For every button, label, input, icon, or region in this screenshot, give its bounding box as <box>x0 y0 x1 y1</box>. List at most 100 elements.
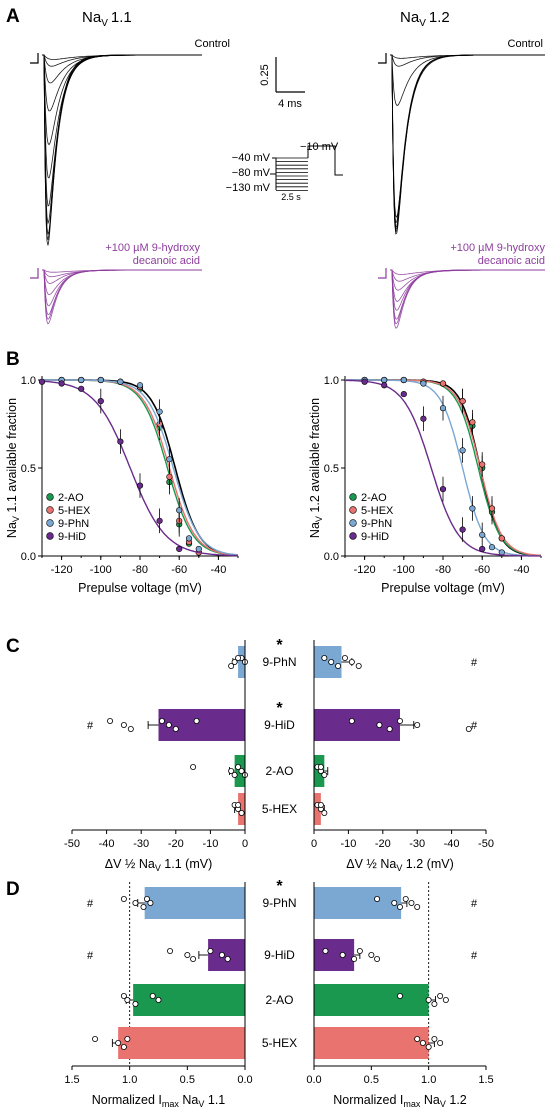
right-data-point <box>402 896 409 903</box>
legend-label: 2-AO <box>58 492 84 504</box>
legend-marker <box>349 532 357 540</box>
right-data-point <box>425 997 432 1004</box>
right-data-point <box>339 952 346 959</box>
x-tick-label: -60 <box>474 564 490 576</box>
right-data-point <box>437 993 444 1000</box>
right-x-tick-label: -20 <box>375 838 391 850</box>
data-point <box>117 378 124 385</box>
right-x-tick-label: -10 <box>340 838 356 850</box>
drug-nav11-trace <box>42 269 202 320</box>
left-data-point <box>193 718 200 725</box>
left-data-point <box>231 772 238 779</box>
x-axis-label: Prepulse voltage (mV) <box>381 581 505 595</box>
data-point <box>439 380 447 387</box>
y-axis-label: NaV 1.2 available fraction <box>308 398 324 538</box>
left-data-point <box>235 655 242 662</box>
data-point <box>97 398 104 405</box>
control-nav11-trace <box>42 54 202 207</box>
drug-nav11-stim-marker <box>30 268 39 279</box>
data-point <box>469 505 476 512</box>
data-point <box>469 419 476 426</box>
left-bar <box>158 709 245 741</box>
right-data-point <box>408 900 415 907</box>
drug-label-right-2: decanoic acid <box>478 255 545 267</box>
right-hash-mark: # <box>471 657 478 669</box>
control-traces-nav12 <box>378 53 545 235</box>
left-data-point <box>127 726 134 733</box>
data-point <box>185 535 193 542</box>
panel-letter-b: B <box>6 349 20 370</box>
left-data-point <box>238 768 245 775</box>
left-data-point <box>207 948 214 955</box>
right-bar <box>314 709 400 741</box>
data-point <box>420 415 427 422</box>
right-bar <box>314 887 402 919</box>
drug-traces-nav12 <box>378 268 545 329</box>
control-nav12-trace <box>390 54 545 224</box>
data-point <box>58 380 65 387</box>
legend-label: 9-PhN <box>361 518 392 530</box>
control-nav11-trace <box>42 54 202 179</box>
left-data-point <box>218 952 225 959</box>
data-point <box>459 526 466 533</box>
right-data-point <box>442 997 449 1004</box>
x-tick-label: -80 <box>435 564 451 576</box>
left-data-point <box>167 948 174 955</box>
left-x-tick-label: 1.5 <box>64 1074 79 1086</box>
category-label: 9-HiD <box>264 718 295 732</box>
control-nav11-trace <box>42 54 202 146</box>
left-hash-mark: # <box>87 720 94 732</box>
right-data-point <box>391 900 398 907</box>
x-tick-label: -60 <box>171 564 187 576</box>
category-label: 9-PhN <box>262 896 296 910</box>
data-point <box>176 545 183 553</box>
left-data-point <box>165 722 172 729</box>
legend-label: 9-PhN <box>58 518 89 530</box>
left-x-tick-label: 0.0 <box>237 1074 252 1086</box>
voltage-protocol <box>270 145 343 191</box>
legend-marker <box>46 493 54 501</box>
right-data-point <box>414 904 421 911</box>
right-data-point <box>317 764 324 771</box>
left-data-point <box>120 896 127 903</box>
right-x-tick-label: -50 <box>478 838 494 850</box>
right-data-point <box>465 726 472 733</box>
data-point <box>488 544 496 551</box>
left-data-point <box>238 810 245 817</box>
inactivation-chart-nav12: -120 -100 -80 -60 -40 0.0 0.5 1.0 Prepulse volta… <box>308 375 542 595</box>
left-data-point <box>120 722 127 729</box>
data-point <box>381 376 388 384</box>
right-data-point <box>348 659 355 666</box>
drug-nav11-trace <box>42 269 202 273</box>
x-tick-label: -40 <box>210 564 226 576</box>
right-x-tick-label: 1.0 <box>421 1074 436 1086</box>
right-data-point <box>425 1044 432 1051</box>
right-data-point <box>322 948 329 955</box>
data-point <box>176 507 183 514</box>
data-point <box>488 505 496 512</box>
legend-marker <box>349 493 357 501</box>
protocol-vtest: −10 mV <box>300 141 339 153</box>
data-point <box>400 376 407 384</box>
right-x-axis-label: ΔV ½ NaV 1.2 (mV) <box>346 857 453 873</box>
right-bar <box>314 646 342 678</box>
data-point <box>361 378 368 385</box>
data-point <box>156 517 163 524</box>
left-data-point <box>184 952 191 959</box>
x-tick-label: -120 <box>51 564 73 576</box>
left-data-point <box>120 1044 127 1051</box>
left-data-point <box>158 718 165 725</box>
data-point <box>78 376 85 384</box>
left-data-point <box>124 1036 131 1043</box>
right-data-point <box>356 948 363 955</box>
data-point <box>479 531 486 538</box>
panel-letter-d: D <box>6 879 20 900</box>
right-x-tick-label: 0.0 <box>306 1074 321 1086</box>
control-nav11-trace <box>42 54 202 60</box>
significance-mark: * <box>276 700 283 717</box>
left-data-point <box>228 768 235 775</box>
fit-curve <box>42 379 239 556</box>
left-bar <box>208 939 245 971</box>
control-nav12-trace <box>390 54 545 235</box>
